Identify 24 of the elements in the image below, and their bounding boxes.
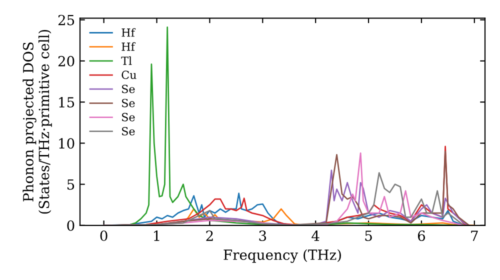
legend-label: Cu <box>122 70 136 80</box>
legend-label: Se <box>122 98 135 108</box>
x-axis-title: Frequency (THz) <box>224 249 341 263</box>
y-tick-label: 5 <box>67 179 74 190</box>
x-tick-label: 2 <box>206 230 213 241</box>
legend-label: Tl <box>121 56 132 65</box>
x-tick-label: 0 <box>100 230 108 242</box>
x-tick-label: 4 <box>312 230 320 241</box>
x-tick-label: 1 <box>154 230 160 241</box>
y-tick-label: 10 <box>59 138 74 149</box>
y-axis-title: Phonon projected DOS (States/THz·primitive cell) <box>22 30 52 214</box>
x-tick-label: 5 <box>365 230 372 242</box>
legend-label: Hf <box>122 42 136 51</box>
legend-label: Se <box>122 112 135 122</box>
x-tick-label: 7 <box>471 230 478 241</box>
legend-label: Hf <box>122 28 136 37</box>
y-tick-label: 20 <box>58 56 74 66</box>
legend-label: Se <box>122 84 135 94</box>
x-tick-label: 3 <box>259 230 266 242</box>
x-tick-label: 6 <box>418 230 426 242</box>
legend-label: Se <box>122 127 135 136</box>
y-tick-label: 0 <box>67 220 74 231</box>
y-tick-label: 25 <box>58 14 74 26</box>
y-tick-label: 15 <box>59 97 74 108</box>
